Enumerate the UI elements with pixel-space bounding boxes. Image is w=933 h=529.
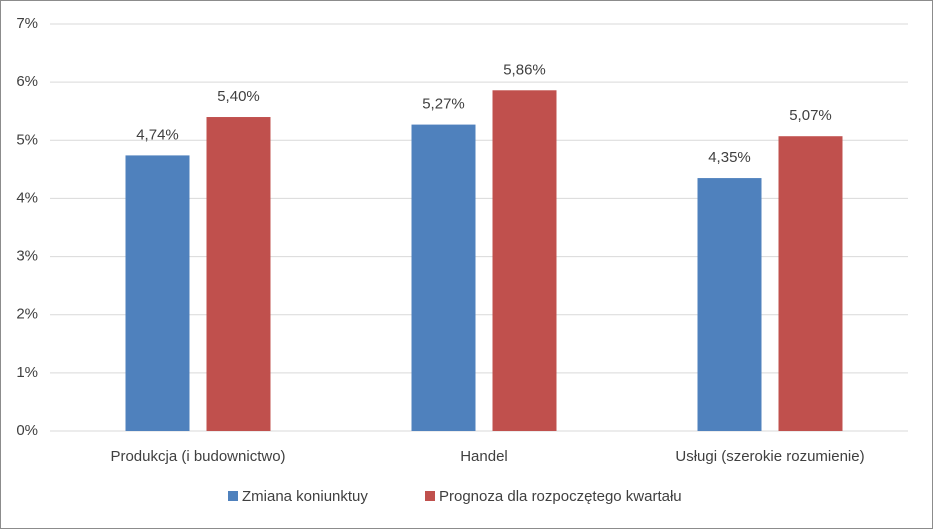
bar [411, 124, 476, 431]
bar [778, 136, 843, 432]
y-tick-label: 0% [16, 422, 38, 439]
y-tick-label: 3% [16, 248, 38, 265]
legend-swatch [228, 491, 238, 501]
y-tick-label: 1% [16, 364, 38, 381]
y-tick-label: 4% [16, 189, 38, 206]
bar [125, 155, 190, 431]
x-tick-label: Handel [460, 448, 508, 465]
legend-label: Prognoza dla rozpoczętego kwartału [439, 488, 682, 505]
x-tick-label: Usługi (szerokie rozumienie) [675, 448, 864, 465]
y-tick-label: 7% [16, 15, 38, 32]
legend-swatch [425, 491, 435, 501]
y-tick-label: 5% [16, 131, 38, 148]
data-label: 5,07% [789, 107, 832, 124]
y-tick-label: 2% [16, 306, 38, 323]
bar [206, 117, 271, 432]
data-label: 5,40% [217, 88, 260, 105]
bar [697, 178, 762, 431]
legend-label: Zmiana koniunktuy [242, 488, 368, 505]
data-label: 4,35% [708, 149, 751, 166]
y-tick-label: 6% [16, 73, 38, 90]
data-label: 5,27% [422, 96, 465, 113]
data-label: 5,86% [503, 61, 546, 78]
bar [492, 90, 557, 431]
x-tick-label: Produkcja (i budownictwo) [110, 448, 285, 465]
data-label: 4,74% [136, 126, 179, 143]
